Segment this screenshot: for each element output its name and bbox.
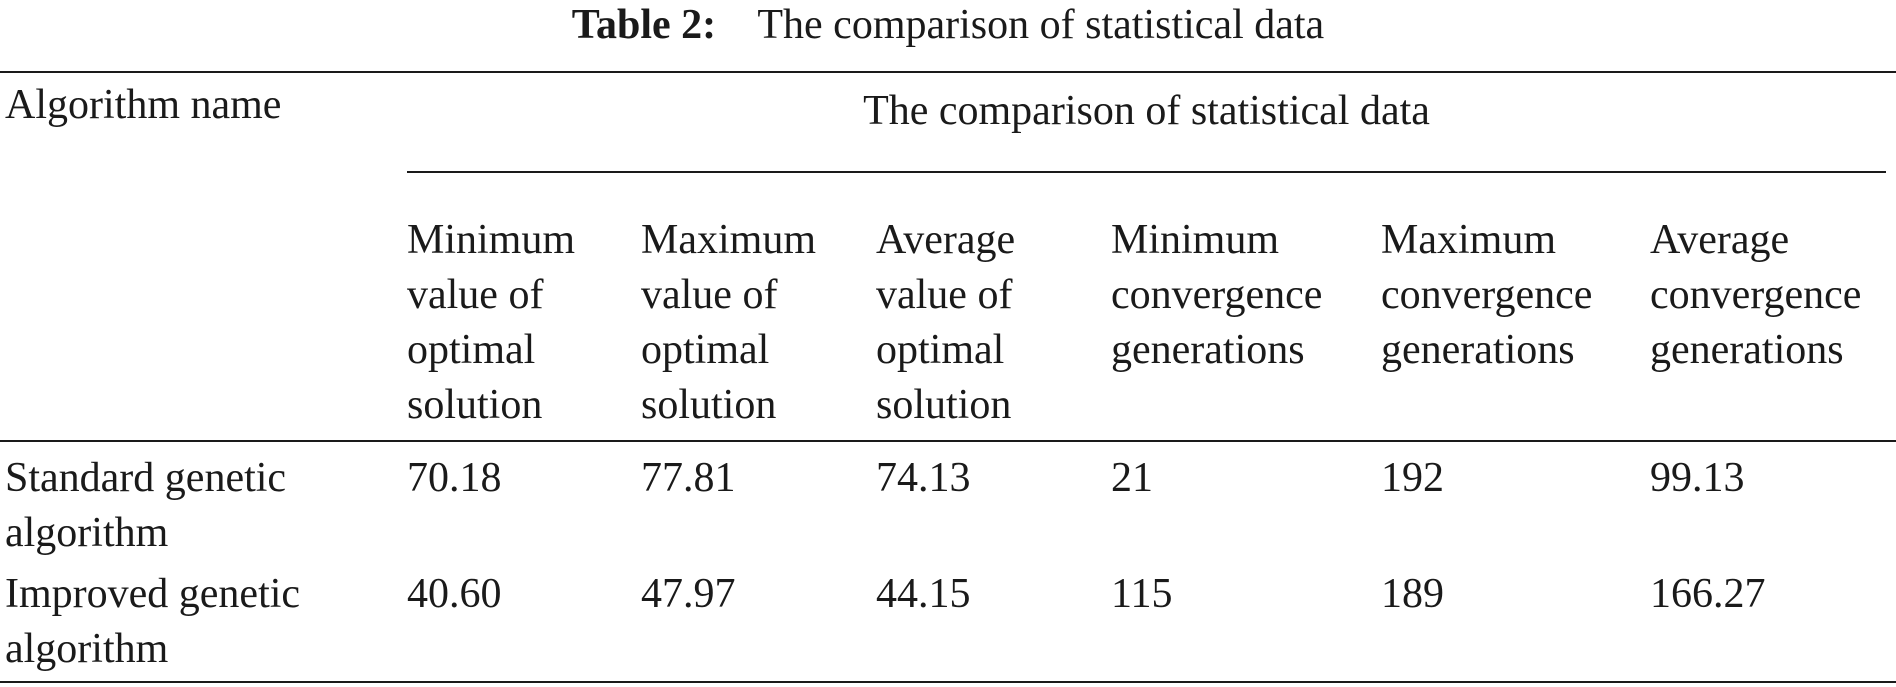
table-cell: 166.27 bbox=[1650, 571, 1766, 617]
top-rule bbox=[0, 71, 1896, 73]
column-header: Minimum value of optimal solution bbox=[407, 217, 576, 428]
table-cell: 70.18 bbox=[407, 455, 502, 501]
caption-text: The comparison of statistical data bbox=[757, 2, 1325, 48]
table-cell: 115 bbox=[1111, 571, 1173, 617]
column-header: Maximum convergence generations bbox=[1381, 217, 1593, 373]
row-name: Standard genetic algorithm bbox=[5, 455, 287, 556]
row-name: Improved genetic algorithm bbox=[5, 571, 301, 672]
table-cell: 47.97 bbox=[641, 571, 736, 617]
column-header: Maximum value of optimal solution bbox=[641, 217, 816, 428]
header-bottom-rule bbox=[0, 440, 1896, 442]
column-header: Average convergence generations bbox=[1650, 217, 1862, 373]
group-header: The comparison of statistical data bbox=[863, 88, 1430, 134]
column-header: Average value of optimal solution bbox=[876, 217, 1016, 428]
bottom-rule bbox=[0, 681, 1896, 683]
table-cell: 21 bbox=[1111, 455, 1153, 501]
table-cell: 74.13 bbox=[876, 455, 971, 501]
column-header: Minimum convergence generations bbox=[1111, 217, 1323, 373]
table-cell: 44.15 bbox=[876, 571, 971, 617]
table-cell: 189 bbox=[1381, 571, 1444, 617]
table-cell: 40.60 bbox=[407, 571, 502, 617]
group-header-rule bbox=[407, 171, 1886, 173]
table-cell: 77.81 bbox=[641, 455, 736, 501]
table-cell: 99.13 bbox=[1650, 455, 1745, 501]
row-header-label: Algorithm name bbox=[5, 82, 282, 128]
caption-label: Table 2: bbox=[571, 2, 717, 48]
caption-spacer bbox=[727, 2, 748, 48]
table-caption: Table 2: The comparison of statistical d… bbox=[0, 0, 1896, 50]
table-cell: 192 bbox=[1381, 455, 1444, 501]
